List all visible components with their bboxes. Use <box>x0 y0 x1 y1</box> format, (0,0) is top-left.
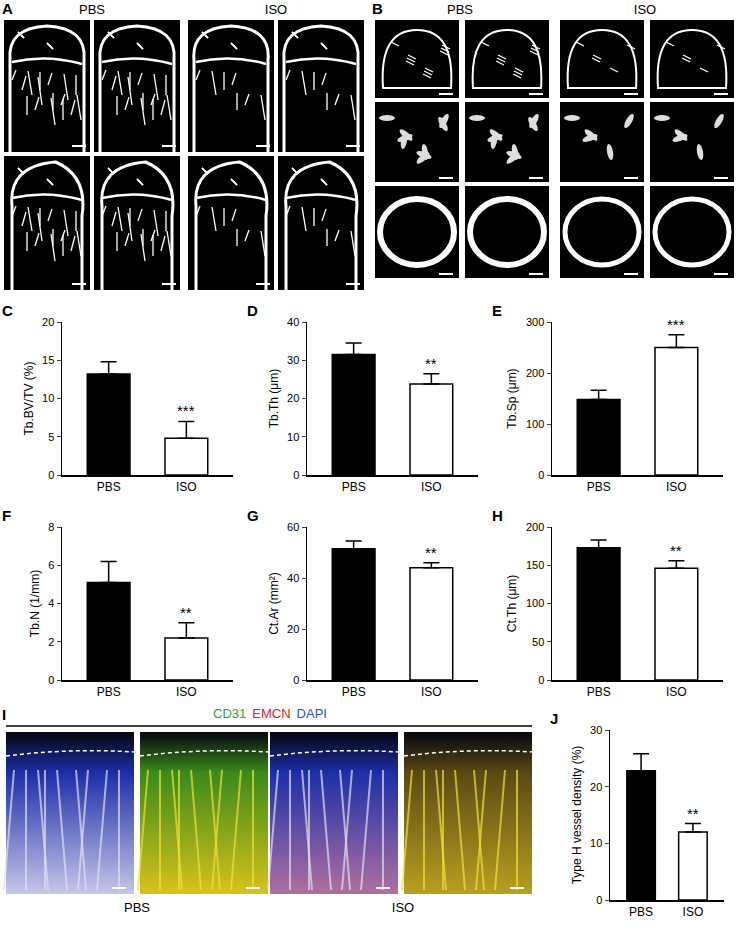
svg-text:2: 2 <box>48 636 54 648</box>
svg-text:ISO: ISO <box>683 905 704 919</box>
svg-text:300: 300 <box>526 316 544 328</box>
svg-text:PBS: PBS <box>342 480 366 494</box>
svg-text:**: ** <box>180 604 192 621</box>
svg-text:ISO: ISO <box>666 685 687 699</box>
svg-text:ISO: ISO <box>666 480 687 494</box>
svg-text:20: 20 <box>42 316 54 328</box>
svg-text:PBS: PBS <box>587 480 611 494</box>
html-text:ISO: ISO <box>264 2 288 17</box>
html-text:PBS: PBS <box>124 900 150 915</box>
svg-text:40: 40 <box>287 316 299 328</box>
svg-text:150: 150 <box>526 559 544 571</box>
html-text:J: J <box>550 710 559 727</box>
html-text:CD31 EMCN DAPI: CD31 EMCN DAPI <box>213 706 327 721</box>
svg-text:0: 0 <box>538 674 544 686</box>
svg-text:5: 5 <box>48 431 54 443</box>
svg-text:PBS: PBS <box>342 685 366 699</box>
svg-text:Tb.BV/TV (%): Tb.BV/TV (%) <box>22 361 36 435</box>
html-text:G: G <box>247 507 259 524</box>
svg-text:20: 20 <box>590 781 602 793</box>
svg-text:60: 60 <box>287 521 299 533</box>
html-text:PBS: PBS <box>447 2 473 17</box>
svg-text:20: 20 <box>287 623 299 635</box>
svg-text:Tb.Th (μm): Tb.Th (μm) <box>267 369 281 429</box>
svg-text:**: ** <box>687 805 699 822</box>
svg-text:10: 10 <box>287 431 299 443</box>
svg-text:PBS: PBS <box>97 480 121 494</box>
html-text:E: E <box>492 302 502 319</box>
svg-text:PBS: PBS <box>97 685 121 699</box>
html-text:PBS: PBS <box>79 2 105 17</box>
svg-text:PBS: PBS <box>629 905 653 919</box>
svg-text:0: 0 <box>48 674 54 686</box>
svg-text:30: 30 <box>287 354 299 366</box>
svg-text:0: 0 <box>293 469 299 481</box>
svg-text:ISO: ISO <box>176 480 197 494</box>
svg-text:**: ** <box>670 542 682 559</box>
svg-text:ISO: ISO <box>176 685 197 699</box>
svg-text:100: 100 <box>526 597 544 609</box>
svg-text:10: 10 <box>42 392 54 404</box>
html-text:D: D <box>247 302 258 319</box>
svg-text:15: 15 <box>42 354 54 366</box>
svg-text:200: 200 <box>526 521 544 533</box>
svg-text:**: ** <box>425 544 437 561</box>
svg-text:***: *** <box>177 402 195 419</box>
svg-text:40: 40 <box>287 572 299 584</box>
svg-text:10: 10 <box>590 837 602 849</box>
svg-text:0: 0 <box>596 894 602 906</box>
svg-text:0: 0 <box>293 674 299 686</box>
svg-text:0: 0 <box>48 469 54 481</box>
html-text:F: F <box>2 507 12 524</box>
svg-text:ISO: ISO <box>421 685 442 699</box>
svg-text:30: 30 <box>590 724 602 736</box>
svg-text:6: 6 <box>48 559 54 571</box>
svg-text:Ct.Ar (mm²): Ct.Ar (mm²) <box>267 572 281 635</box>
svg-text:PBS: PBS <box>587 685 611 699</box>
svg-text:50: 50 <box>532 636 544 648</box>
svg-text:Type H vessel density (%): Type H vessel density (%) <box>570 746 584 885</box>
svg-text:0: 0 <box>538 469 544 481</box>
svg-text:8: 8 <box>48 521 54 533</box>
svg-text:***: *** <box>667 316 685 333</box>
html-text:ISO: ISO <box>633 2 657 17</box>
svg-text:Tb.Sp (μm): Tb.Sp (μm) <box>505 368 519 428</box>
html-text:C: C <box>2 302 13 319</box>
html-text:B: B <box>372 0 383 17</box>
html-text:H: H <box>492 507 503 524</box>
svg-text:**: ** <box>425 355 437 372</box>
html-text:I: I <box>2 706 7 723</box>
svg-text:Tb.N (1/mm): Tb.N (1/mm) <box>28 570 42 637</box>
html-text:ISO: ISO <box>391 900 415 915</box>
svg-text:ISO: ISO <box>421 480 442 494</box>
svg-text:Ct.Th (μm): Ct.Th (μm) <box>505 575 519 633</box>
svg-text:20: 20 <box>287 392 299 404</box>
svg-text:4: 4 <box>48 597 54 609</box>
svg-text:100: 100 <box>526 418 544 430</box>
html-text:A: A <box>2 0 13 17</box>
svg-text:200: 200 <box>526 367 544 379</box>
